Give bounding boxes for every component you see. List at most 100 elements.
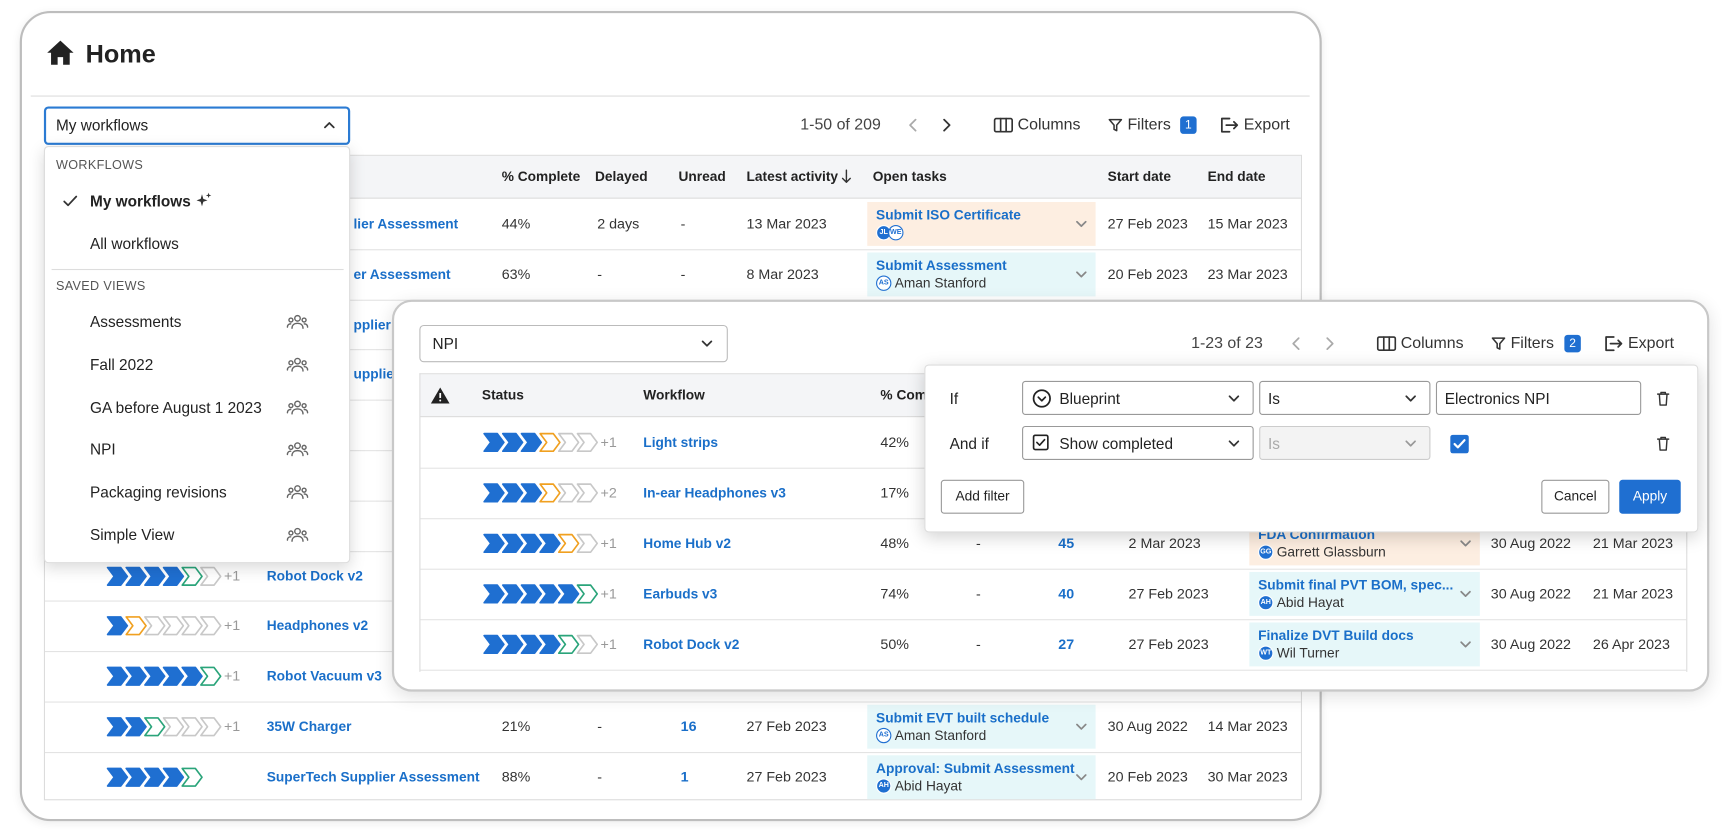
filter-field-icon-shape [1037,396,1047,402]
task-expand[interactable] [1074,216,1089,231]
column-header[interactable]: Unread [678,169,726,185]
task-expand[interactable] [1074,769,1089,784]
filter-value-checkbox[interactable] [1450,434,1469,454]
workflow-link[interactable]: er Assessment [353,266,451,282]
add-filter-button[interactable]: Add filter [940,479,1025,514]
column-header[interactable]: Start date [1107,169,1171,185]
prev-page[interactable] [906,117,921,132]
workflow-link[interactable]: pplier A [353,316,405,333]
shared-view-icon-shape [291,408,304,415]
latest-activity: 27 Feb 2023 [1128,635,1209,653]
filter-count-badge: 1 [1180,116,1197,134]
menu-item[interactable]: My workflows [90,192,191,210]
workflow-link[interactable]: lier Assessment [353,216,459,232]
column-header[interactable]: End date [1207,169,1266,185]
column-header[interactable]: Status [481,387,524,403]
export-button[interactable]: Export [1628,334,1675,353]
task-title: Approval: Submit Assessment [876,760,1075,776]
columns-button[interactable]: Columns [1017,116,1081,134]
filter-field-icon [1032,389,1052,409]
workflow-link[interactable]: Earbuds v3 [643,586,718,602]
menu-item[interactable]: GA before August 1 2023 [90,398,262,417]
menu-item[interactable]: Fall 2022 [90,355,154,374]
remove-filter-shape [1656,391,1670,406]
column-header[interactable]: % Com [880,387,927,403]
filter-operator: Is [1267,389,1280,408]
status-chevrons-shape [162,767,185,787]
task-cell[interactable] [867,201,1096,246]
menu-item[interactable]: Simple View [90,525,175,544]
menu-item[interactable]: NPI [90,440,116,458]
filter-value-input[interactable] [1435,380,1642,415]
export-button[interactable]: Export [1243,116,1290,134]
task-expand[interactable] [1458,536,1473,551]
status-chevrons-shape [106,767,129,787]
task-expand[interactable] [1458,637,1473,652]
status-chevrons-shape [162,717,185,737]
npi-view-selector[interactable] [419,324,728,363]
task-cell[interactable] [867,704,1096,749]
remove-filter[interactable] [1656,391,1670,406]
view-selector-caret-shape [324,122,335,129]
status-chevrons-shape [125,616,147,636]
task-cell[interactable] [867,252,1096,297]
workflow-link[interactable]: In-ear Headphones v3 [643,485,786,501]
status-more: +1 [223,717,241,735]
delayed: 2 days [597,215,640,232]
workflow-link[interactable]: Home Hub v2 [643,535,732,552]
status-chevrons-shape [520,584,543,604]
columns-icon [993,117,1014,133]
workflow-link[interactable]: Robot Vacuum v3 [266,668,382,685]
menu-item[interactable]: Packaging revisions [90,483,227,501]
status-chevrons-shape [520,634,543,655]
shared-view-icon [286,314,309,329]
view-selector[interactable] [43,106,351,145]
task-expand[interactable] [1458,586,1473,601]
apply-button[interactable]: Apply [1619,479,1681,514]
next-page[interactable] [1322,336,1337,351]
filter-value-checkbox-shape [1453,439,1466,449]
menu-item[interactable]: Assessments [90,312,182,331]
workflow-link[interactable]: Headphones v2 [266,618,369,634]
cancel-button[interactable]: Cancel [1541,479,1610,514]
workflow-link[interactable]: upplier [353,367,400,383]
filter-field-select[interactable] [1022,425,1254,460]
menu-item[interactable]: All workflows [90,234,179,253]
sparkle-icon [196,192,212,207]
column-header[interactable]: Delayed [595,169,648,185]
workflow-link[interactable]: Robot Dock v2 [643,636,740,653]
filters-button[interactable]: Filters [1127,116,1171,134]
task-expand-shape [1460,590,1471,597]
filter-field-select[interactable] [1022,380,1254,415]
task-expand[interactable] [1074,719,1089,734]
percent-complete: 74% [880,585,910,602]
prev-page[interactable] [1289,336,1304,351]
column-header[interactable]: Workflow [643,387,705,403]
remove-filter[interactable] [1656,436,1670,451]
workflow-link[interactable]: Robot Dock v2 [266,568,363,584]
task-cell[interactable] [1249,622,1480,667]
column-header[interactable]: % Complete [501,169,581,185]
next-page[interactable] [939,117,954,132]
selected-check [61,192,79,210]
end-date: 30 Mar 2023 [1207,768,1288,785]
workflow-link[interactable]: Light strips [643,434,719,451]
status-chevrons-shape [501,483,524,503]
assignee: Abid Hayat [894,778,962,794]
menu-separator [51,268,344,271]
workflow-link[interactable]: SuperTech Supplier Assessment [266,769,480,785]
status-more: +1 [223,667,241,685]
columns-icon-shape [993,117,1013,133]
task-cell[interactable] [867,755,1096,799]
filters-button[interactable]: Filters [1510,334,1554,353]
filter-operator-select[interactable] [1259,380,1431,415]
workflow-link[interactable]: 35W Charger [266,719,352,735]
columns-button[interactable]: Columns [1400,334,1464,353]
task-cell[interactable] [1249,571,1480,616]
task-expand[interactable] [1074,267,1089,282]
alert-icon [430,386,450,404]
column-header[interactable]: Open tasks [872,169,947,185]
column-header[interactable]: Latest activity [746,169,839,185]
task-expand-shape [1076,773,1087,781]
status-chevrons-shape [520,432,543,453]
